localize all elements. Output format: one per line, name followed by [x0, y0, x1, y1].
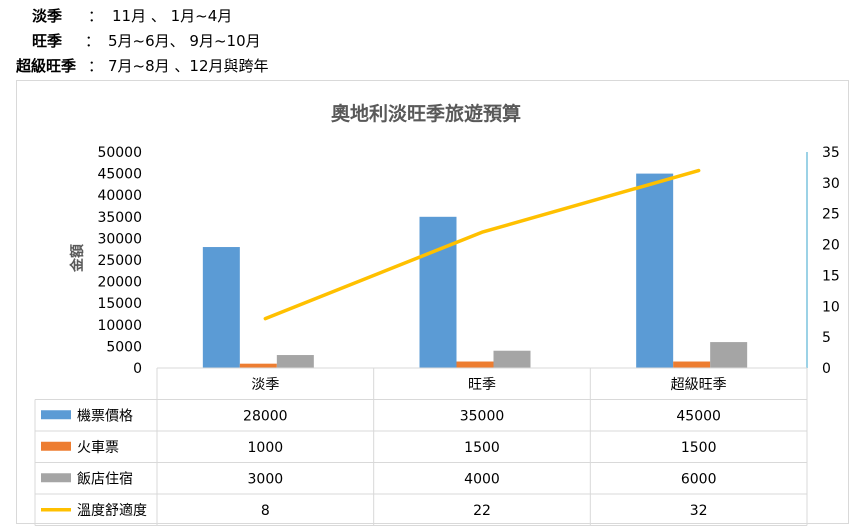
category-label: 超級旺季 [671, 377, 727, 393]
legend-key [41, 410, 71, 420]
bar-3 [710, 342, 748, 368]
y2-tick-label: 10 [822, 299, 840, 315]
season-note-label: 淡季 [32, 7, 63, 25]
table-value: 8 [261, 503, 270, 519]
category-label: 旺季 [468, 377, 496, 393]
bar-3 [493, 350, 531, 368]
y-tick-label: 20000 [97, 275, 142, 291]
bar-2 [673, 361, 711, 368]
y-tick-label: 30000 [97, 231, 142, 247]
y-tick-label: 45000 [97, 167, 142, 183]
y-tick-label: 15000 [97, 296, 142, 312]
table-value: 32 [690, 503, 708, 519]
y-tick-label: 50000 [97, 145, 142, 161]
line-series [263, 168, 701, 321]
axes: 5000045000400003500030000250002000015000… [97, 145, 839, 377]
table-value: 6000 [681, 471, 717, 487]
series-name: 火車票 [77, 439, 119, 456]
season-note-label: 超級旺季 [16, 57, 77, 75]
comfort-line [263, 168, 701, 321]
season-note-colon: ： [88, 57, 104, 75]
y2-tick-label: 25 [822, 207, 840, 223]
y2-tick-label: 30 [822, 176, 840, 192]
series-name: 溫度舒適度 [77, 502, 147, 519]
y2-tick-label: 15 [822, 268, 840, 284]
category-label: 淡季 [251, 377, 279, 393]
table-value: 22 [473, 503, 491, 519]
bar-1 [202, 247, 240, 368]
season-note-value: 11月 、 1月~4月 [112, 7, 233, 25]
season-note-value: 7月~8月 、12月與跨年 [108, 57, 269, 75]
bar-2 [456, 361, 494, 368]
chart-title: 奧地利淡旺季旅遊預算 [331, 102, 521, 125]
legend-key [41, 473, 71, 483]
y-tick-label: 25000 [97, 253, 142, 269]
series-name: 機票價格 [77, 407, 133, 424]
season-note-label: 旺季 [32, 32, 63, 50]
table-value: 4000 [464, 471, 500, 487]
y2-tick-label: 0 [822, 361, 831, 377]
bar-3 [276, 355, 314, 368]
table-value: 1500 [681, 440, 717, 456]
season-note-2: 旺季 ： 5月~6月、 9月~10月 [0, 31, 400, 51]
y2-tick-label: 20 [822, 238, 840, 254]
table-value: 1000 [248, 440, 284, 456]
season-note-3: 超級旺季 ： 7月~8月 、12月與跨年 [0, 56, 400, 76]
line-point [264, 317, 267, 320]
line-point [480, 231, 484, 234]
table-value: 45000 [676, 408, 721, 424]
table-value: 28000 [243, 408, 288, 424]
y-axis-label: 金額 [69, 244, 86, 273]
bars [202, 173, 748, 368]
series-name: 飯店住宿 [77, 470, 133, 487]
bar-1 [419, 216, 457, 368]
y-tick-label: 35000 [97, 210, 142, 226]
season-note-value: 5月~6月、 9月~10月 [108, 32, 261, 50]
y-tick-label: 10000 [97, 318, 142, 334]
y-tick-label: 40000 [97, 188, 142, 204]
legend-key [41, 441, 71, 451]
y-tick-label: 0 [133, 361, 142, 377]
y2-tick-label: 35 [822, 145, 840, 161]
bar-2 [239, 363, 277, 368]
bar-1 [636, 173, 674, 368]
table-value: 3000 [248, 471, 284, 487]
y2-tick-label: 5 [822, 330, 831, 346]
table-value: 35000 [460, 408, 505, 424]
chart-frame [16, 80, 849, 524]
season-note-colon: ： [88, 7, 104, 25]
season-note-colon: ： [85, 32, 101, 50]
season-note-1: 淡季 ： 11月 、 1月~4月 [0, 6, 400, 26]
line-point [697, 169, 700, 172]
y-tick-label: 5000 [106, 339, 142, 355]
table-value: 1500 [464, 440, 500, 456]
